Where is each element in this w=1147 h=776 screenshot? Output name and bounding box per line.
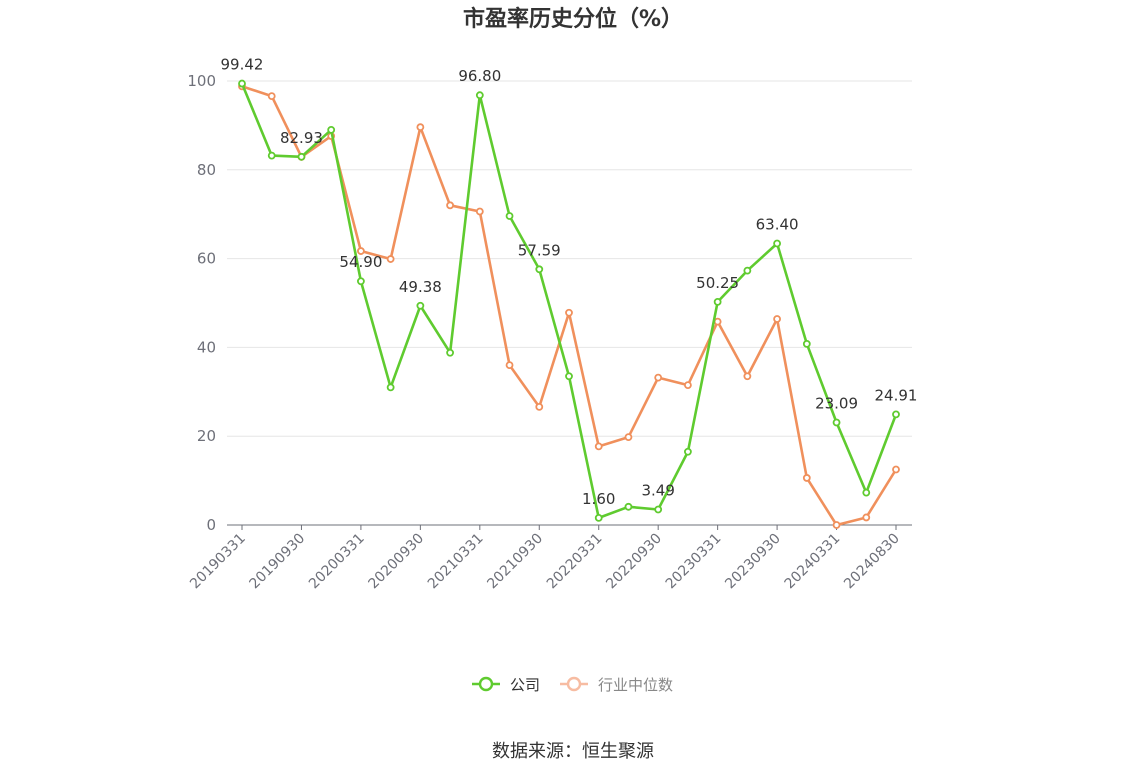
data-label: 23.09 [815, 394, 858, 412]
series-0-point[interactable] [386, 383, 395, 392]
x-tick-label: 20240331 [782, 531, 844, 593]
series-0-point[interactable] [238, 79, 246, 88]
series-0-point[interactable] [416, 301, 425, 310]
x-axis: 2019033120190930202003312020093020210331… [187, 524, 912, 593]
series-1-point[interactable] [743, 372, 752, 381]
x-tick-label: 20220331 [544, 531, 606, 593]
source-note: 数据来源：恒生聚源 [492, 741, 654, 762]
series-1-point[interactable] [832, 521, 841, 529]
data-label: 1.60 [582, 490, 615, 508]
series-1-point[interactable] [892, 465, 900, 474]
series-1-point[interactable] [684, 381, 692, 390]
series-0-point[interactable] [684, 447, 692, 456]
series-1-point[interactable] [773, 315, 781, 323]
chart-title: 市盈率历史分位（%） [463, 6, 683, 32]
data-label: 49.38 [399, 278, 442, 296]
series-0-point[interactable] [297, 152, 306, 161]
series-1-point[interactable] [475, 207, 484, 216]
series-0-point[interactable] [267, 151, 276, 160]
series-0-point[interactable] [357, 277, 365, 286]
legend-label: 公司 [510, 676, 540, 694]
data-label: 57.59 [518, 241, 561, 259]
series-1-point[interactable] [713, 317, 722, 326]
legend-label: 行业中位数 [598, 676, 673, 694]
y-tick-label: 80 [197, 161, 216, 179]
series-1-point[interactable] [594, 442, 603, 451]
series-1-point[interactable] [446, 201, 454, 210]
x-tick-label: 20230930 [722, 531, 784, 593]
x-tick-label: 20210930 [484, 531, 546, 593]
series-0-point[interactable] [773, 239, 781, 248]
series-0-point[interactable] [327, 125, 336, 134]
series-1-point[interactable] [416, 123, 425, 132]
data-label: 82.93 [280, 129, 323, 147]
series-0-point[interactable] [862, 488, 871, 497]
series-0-point[interactable] [594, 513, 603, 522]
series-0-point[interactable] [535, 265, 544, 274]
series-lines [238, 79, 900, 529]
series-1-point[interactable] [505, 361, 514, 370]
series-0-point[interactable] [446, 348, 454, 357]
x-tick-label: 20220930 [603, 531, 665, 593]
series-1-point[interactable] [624, 433, 633, 441]
data-label: 50.25 [696, 274, 739, 292]
series-1-point[interactable] [357, 247, 365, 255]
x-tick-label: 20240830 [841, 531, 903, 593]
y-tick-label: 60 [197, 250, 216, 268]
series-0-point[interactable] [802, 339, 811, 348]
series-0-point[interactable] [892, 410, 900, 419]
series-1-point[interactable] [386, 255, 395, 263]
series-0-point[interactable] [743, 266, 752, 275]
y-tick-label: 20 [197, 427, 216, 445]
series-1-point[interactable] [267, 92, 276, 100]
legend[interactable]: 公司 行业中位数 [472, 676, 673, 694]
data-label: 63.40 [756, 216, 799, 234]
data-label: 99.42 [221, 56, 264, 74]
series-0-point[interactable] [713, 297, 722, 306]
legend-marker [566, 676, 582, 692]
series-0-point[interactable] [505, 212, 514, 220]
y-tick-label: 40 [197, 338, 216, 356]
y-axis: 0 20 40 60 80 100 [187, 72, 216, 534]
series-1-point[interactable] [654, 373, 663, 382]
series-0-point[interactable] [624, 502, 633, 511]
data-label: 54.90 [339, 253, 382, 271]
series-0-point[interactable] [832, 418, 841, 427]
x-tick-label: 20190331 [187, 531, 249, 593]
series-1-point[interactable] [862, 513, 871, 522]
series-0-point[interactable] [654, 505, 663, 514]
data-label: 24.91 [875, 386, 918, 404]
legend-item-1[interactable]: 行业中位数 [560, 676, 673, 694]
series-0-point[interactable] [475, 91, 484, 100]
data-label: 96.80 [458, 67, 501, 85]
series-line-0 [240, 83, 898, 520]
x-tick-label: 20190930 [247, 531, 309, 593]
y-tick-label: 0 [206, 516, 216, 534]
series-1-point[interactable] [535, 402, 544, 411]
y-tick-label: 100 [187, 72, 216, 90]
series-1-point[interactable] [565, 308, 573, 317]
x-tick-label: 20230331 [663, 531, 725, 593]
series-0-point[interactable] [565, 372, 573, 381]
data-label: 3.49 [641, 482, 674, 500]
legend-item-0[interactable]: 公司 [472, 676, 540, 694]
series-1-point[interactable] [802, 474, 811, 482]
series-line-1 [241, 85, 898, 527]
x-tick-label: 20210331 [425, 531, 487, 593]
x-tick-label: 20200930 [365, 531, 427, 593]
x-tick-label: 20200331 [306, 531, 368, 593]
data-labels: 99.42 82.93 54.90 49.38 96.80 57.59 1.60 3.49 50… [221, 56, 918, 508]
legend-marker [478, 676, 494, 692]
